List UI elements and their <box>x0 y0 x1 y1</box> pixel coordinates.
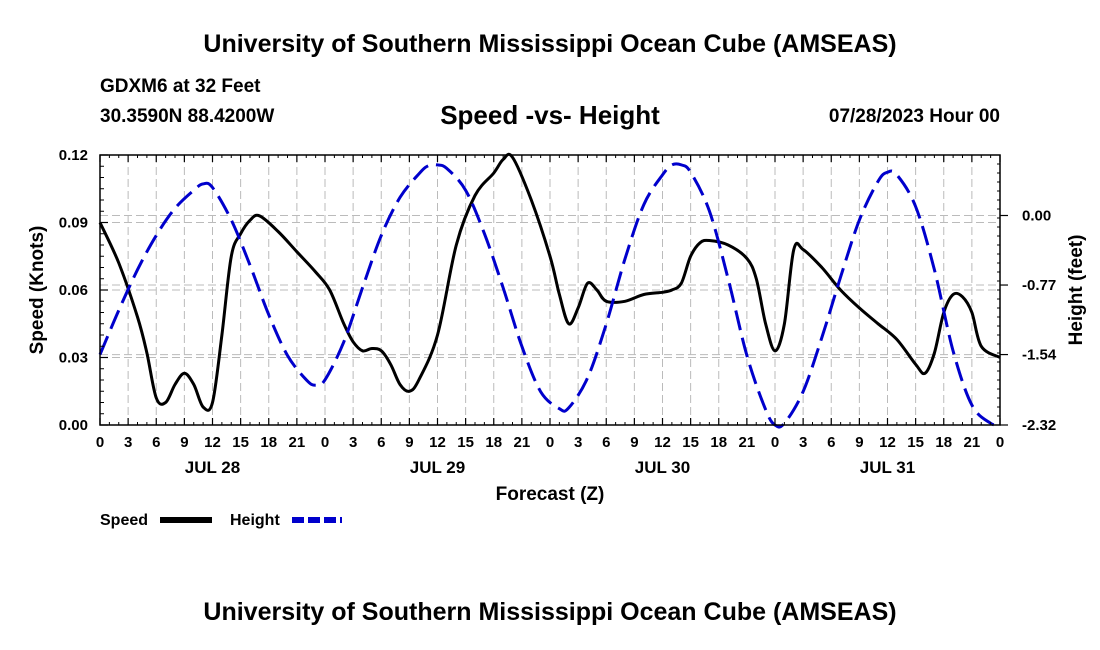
x-tick-label: 15 <box>457 434 474 451</box>
legend-height-label: Height <box>230 512 280 529</box>
x-tick-label: 21 <box>964 434 981 451</box>
y-tick-label: 0.06 <box>59 282 88 299</box>
x-axis-label: Forecast (Z) <box>496 484 605 505</box>
x-tick-label: 15 <box>682 434 699 451</box>
grid-lines <box>100 155 1000 426</box>
x-tick-label: 0 <box>546 434 554 451</box>
y2-tick-label: -2.32 <box>1022 417 1056 434</box>
y-axis-label: Speed (Knots) <box>27 226 48 355</box>
y-tick-label: 0.03 <box>59 350 88 367</box>
day-label: JUL 29 <box>410 458 465 477</box>
x-tick-label: 15 <box>907 434 924 451</box>
station-coordinates: 30.3590N 88.4200W <box>100 106 275 127</box>
y2-tick-label: -1.54 <box>1022 347 1057 364</box>
x-tick-label: 3 <box>574 434 582 451</box>
axes: 0 3 6 9 12 15 18 21 0 3 6 9 12 15 18 21 0 3 6 9 12 15 18 21 0 3 6 9… <box>59 147 1057 477</box>
x-tick-label: 18 <box>260 434 277 451</box>
day-label: JUL 30 <box>635 458 690 477</box>
series-layer <box>98 152 1001 429</box>
x-tick-label: 18 <box>935 434 952 451</box>
x-tick-label: 18 <box>485 434 502 451</box>
x-tick-label: 6 <box>827 434 835 451</box>
x-tick-label: 6 <box>152 434 160 451</box>
x-tick-label: 18 <box>710 434 727 451</box>
x-tick-label: 0 <box>771 434 779 451</box>
y2-axis-label: Height (feet) <box>1066 235 1087 346</box>
chart-title: University of Southern Mississippi Ocean… <box>203 30 897 58</box>
x-tick-label: 6 <box>602 434 610 451</box>
x-tick-label: 0 <box>996 434 1004 451</box>
x-tick-label: 3 <box>799 434 807 451</box>
forecast-datetime: 07/28/2023 Hour 00 <box>828 106 1000 127</box>
x-tick-label: 9 <box>180 434 188 451</box>
y2-tick-label: 0.00 <box>1022 208 1051 225</box>
station-label: GDXM6 at 32 Feet <box>100 76 261 97</box>
series-speed-line <box>98 152 1001 412</box>
chart-subtitle: Speed -vs- Height <box>440 100 660 130</box>
x-tick-label: 12 <box>879 434 896 451</box>
x-tick-label: 0 <box>96 434 104 451</box>
x-tick-label: 12 <box>204 434 221 451</box>
x-tick-label: 3 <box>349 434 357 451</box>
legend: Speed Height <box>100 512 342 529</box>
footer-title: University of Southern Mississippi Ocean… <box>203 598 897 626</box>
x-tick-label: 3 <box>124 434 132 451</box>
x-tick-label: 12 <box>429 434 446 451</box>
x-tick-label: 21 <box>289 434 306 451</box>
x-tick-label: 9 <box>630 434 638 451</box>
y-tick-label: 0.00 <box>59 417 88 434</box>
x-tick-label: 12 <box>654 434 671 451</box>
y2-tick-label: -0.77 <box>1022 277 1056 294</box>
x-tick-label: 0 <box>321 434 329 451</box>
day-label: JUL 31 <box>860 458 915 477</box>
legend-speed-label: Speed <box>100 512 148 529</box>
x-tick-label: 15 <box>232 434 249 451</box>
x-tick-label: 21 <box>739 434 756 451</box>
x-tick-label: 9 <box>405 434 413 451</box>
x-tick-label: 9 <box>855 434 863 451</box>
series-height-line <box>98 162 1001 429</box>
day-label: JUL 28 <box>185 458 240 477</box>
x-tick-label: 6 <box>377 434 385 451</box>
x-tick-label: 21 <box>514 434 531 451</box>
y-tick-label: 0.12 <box>59 147 88 164</box>
y-tick-label: 0.09 <box>59 215 88 232</box>
